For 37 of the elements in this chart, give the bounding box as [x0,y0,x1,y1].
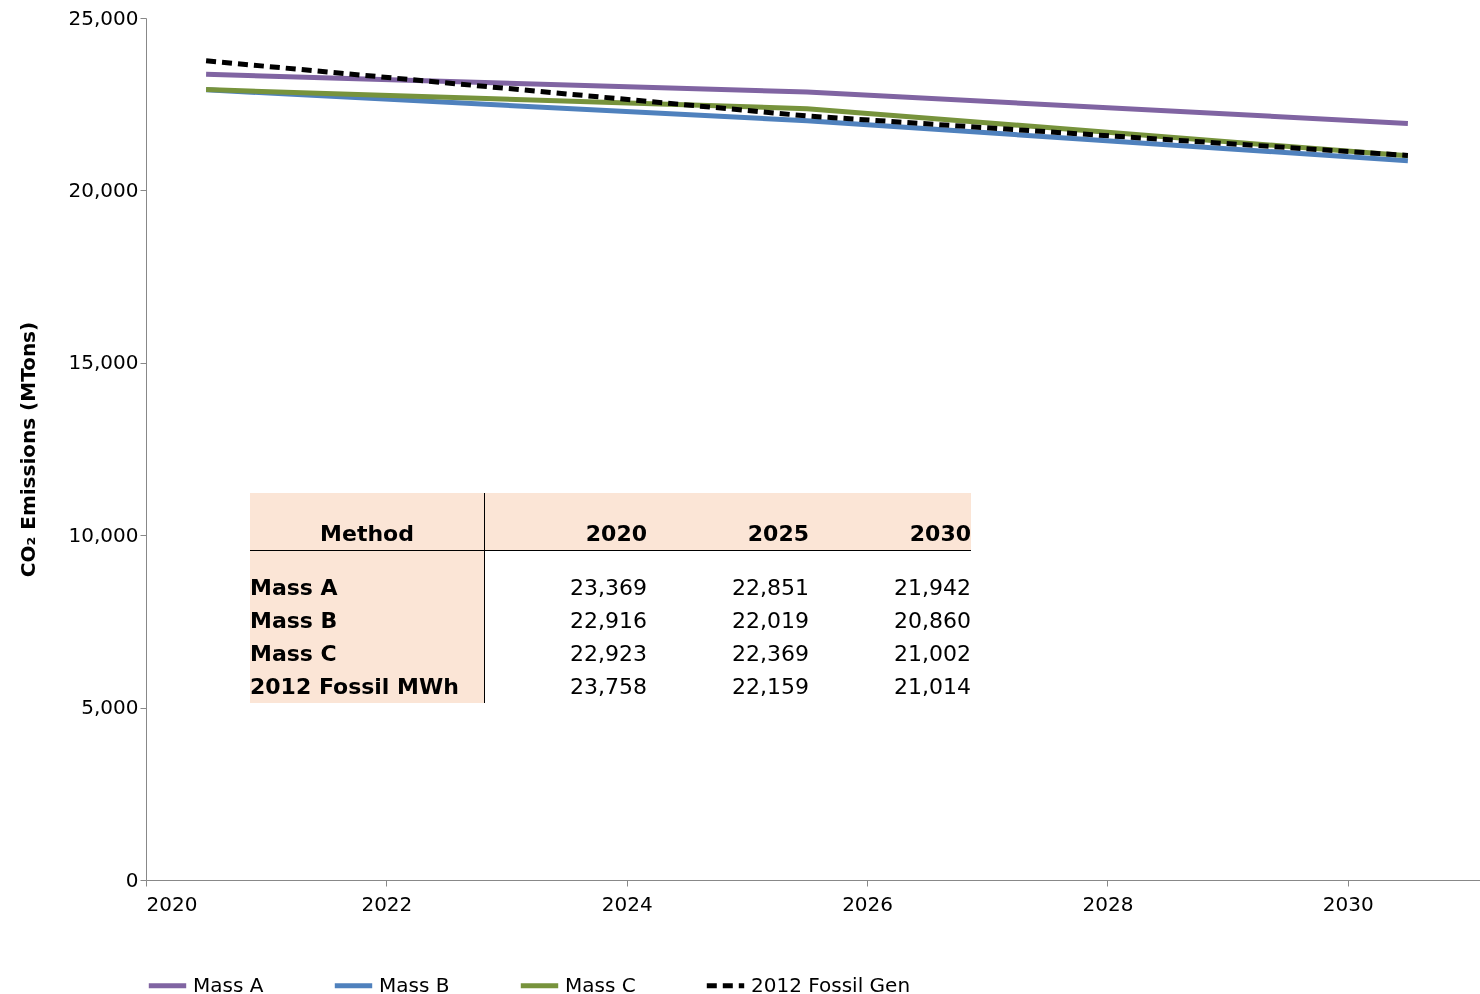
legend-label: 2012 Fossil Gen [751,972,911,994]
data-label: 22,916 [569,606,647,635]
text: 2030 [809,493,971,551]
data-label: 23,369 [569,573,647,602]
y-tick-label: 10,000 [68,522,139,547]
y-tick-label: 0 [125,867,139,892]
data-label: 23,758 [569,672,647,701]
text: 2025 [647,493,809,551]
data-label: 22,369 [731,639,809,668]
category-label: Mass B [250,603,485,637]
data-label: 21,002 [893,639,971,668]
data-label: 21,014 [893,672,971,701]
y-tick-label: 15,000 [68,350,139,375]
data-label: 22,159 [731,672,809,701]
annotation: Method [250,493,485,551]
y-tick-label: 25,000 [68,5,139,30]
data-label: 20,860 [893,606,971,635]
x-tick-label: 2030 [1322,891,1374,916]
x-tick-label: 2024 [601,891,653,916]
legend-label: Mass B [379,972,450,994]
x-tick-label: 2020 [146,891,198,916]
x-tick-label: 2026 [842,891,894,916]
legend-label: Mass C [565,972,636,994]
data-label: 22,019 [731,606,809,635]
text: 2020 [484,493,647,551]
legend-label: Mass A [193,972,264,994]
data-label: 21,942 [893,573,971,602]
category-label: 2012 Fossil MWh [250,669,485,703]
y-axis-title: CO₂ Emissions (MTons) [15,321,40,578]
category-label: Mass A [250,570,485,604]
category-label: Mass C [250,636,485,670]
x-tick-label: 2022 [361,891,413,916]
x-tick-label: 2028 [1082,891,1134,916]
y-tick-label: 5,000 [81,695,139,720]
data-label: 22,923 [569,639,647,668]
y-tick-label: 20,000 [68,177,139,202]
data-label: 22,851 [731,573,809,602]
